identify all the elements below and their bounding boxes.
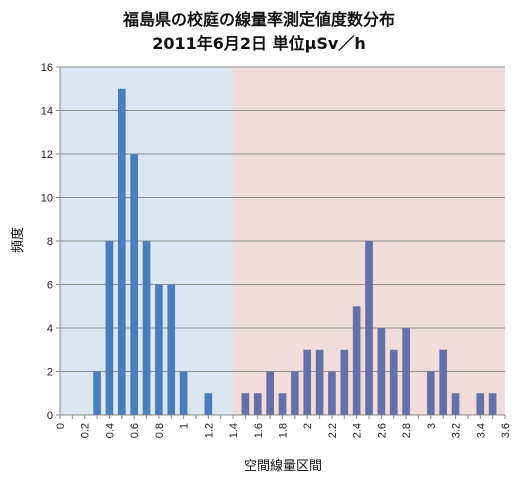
histogram-bar	[352, 306, 361, 415]
x-tick-label: 2	[302, 423, 314, 429]
x-tick-label: 0.8	[154, 423, 166, 438]
x-tick-label: 0.6	[129, 423, 141, 438]
histogram-bar	[117, 88, 126, 415]
histogram-bar	[105, 241, 114, 415]
y-tick-label: 12	[41, 149, 53, 161]
histogram-bar	[167, 284, 176, 415]
y-tick-label: 2	[47, 367, 53, 379]
x-tick-label: 1.6	[253, 423, 265, 438]
y-tick-label: 8	[47, 236, 53, 248]
histogram-bar	[402, 328, 410, 415]
x-tick-label: 1.8	[278, 423, 290, 438]
x-axis-label: 空間線量区間	[244, 458, 322, 474]
x-tick-label: 1.2	[203, 423, 215, 438]
x-tick-label: 3.6	[500, 423, 512, 438]
histogram-bar	[377, 328, 386, 415]
histogram-bar	[315, 349, 324, 415]
histogram-bar	[204, 393, 213, 415]
histogram-bar	[427, 371, 435, 415]
histogram-bar	[278, 393, 287, 415]
x-tick-label: 3	[426, 423, 438, 429]
histogram-bar	[451, 393, 460, 415]
histogram-bar	[253, 393, 262, 415]
y-axis-label: 頻度	[10, 227, 26, 253]
histogram-bar	[142, 241, 151, 415]
histogram-bar	[303, 349, 312, 415]
x-tick-label: 3.4	[475, 423, 487, 438]
y-tick-label: 4	[47, 323, 53, 335]
histogram-bar	[155, 284, 163, 415]
histogram-bar	[389, 349, 398, 415]
x-tick-label: 0.4	[104, 423, 116, 438]
histogram-bar	[291, 371, 299, 415]
chart-title: 福島県の校庭の線量率測定値度数分布	[122, 10, 395, 29]
x-tick-label: 0	[55, 423, 67, 429]
histogram-bar	[130, 154, 138, 415]
histogram-bar	[266, 371, 274, 415]
histogram-bar	[340, 349, 349, 415]
x-tick-label: 2.6	[376, 423, 388, 438]
y-tick-label: 10	[41, 193, 53, 205]
y-tick-label: 16	[41, 62, 53, 74]
histogram-bar	[365, 241, 373, 415]
y-tick-label: 6	[47, 280, 53, 292]
histogram-bar	[93, 371, 101, 415]
chart-subtitle: 2011年6月2日 単位μSv／h	[152, 34, 366, 53]
histogram-bar	[439, 349, 448, 415]
histogram-bar	[476, 393, 485, 415]
x-tick-label: 2.8	[401, 423, 413, 438]
x-tick-label: 3.2	[451, 423, 463, 438]
x-tick-label: 2.2	[327, 423, 339, 438]
histogram-bar	[488, 393, 497, 415]
y-tick-label: 0	[47, 410, 53, 422]
histogram-bar	[241, 393, 250, 415]
x-tick-label: 0.2	[80, 423, 92, 438]
x-tick-label: 1	[179, 423, 191, 429]
histogram-bar	[179, 371, 188, 415]
histogram-bar	[328, 371, 336, 415]
x-tick-label: 2.4	[352, 423, 364, 438]
y-tick-label: 14	[41, 106, 53, 118]
x-tick-label: 1.4	[228, 423, 240, 438]
